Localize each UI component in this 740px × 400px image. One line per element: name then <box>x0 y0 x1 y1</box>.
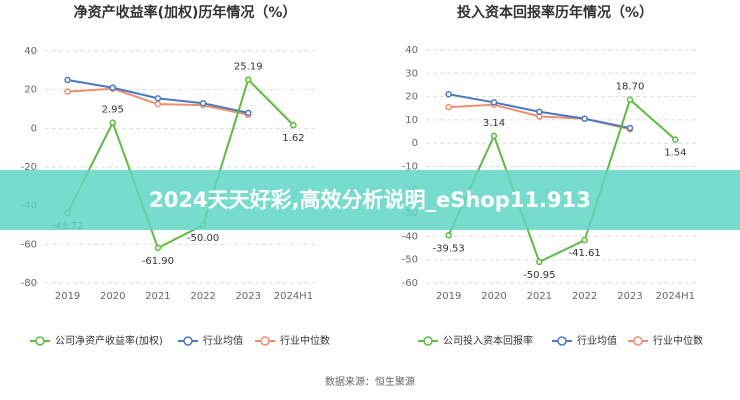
point <box>626 124 634 132</box>
data-label: -61.90 <box>142 256 174 267</box>
banner-bg <box>0 170 740 230</box>
y-tick-label: -80 <box>21 278 37 289</box>
x-tick-label: 2022 <box>572 291 597 302</box>
y-tick-label: -10 <box>402 162 418 173</box>
y-tick-label: 30 <box>405 68 418 79</box>
data-label: 3.14 <box>483 118 505 129</box>
source: 数据来源：恒生聚源 <box>325 375 415 388</box>
data-label: 25.19 <box>234 62 263 73</box>
data-label: 1.54 <box>664 148 686 159</box>
y-tick-label: 0 <box>31 123 37 134</box>
legend-marker <box>633 336 643 346</box>
x-tick-label: 2023 <box>236 291 261 302</box>
series-line <box>447 97 676 264</box>
point <box>64 88 71 95</box>
point <box>536 108 543 115</box>
point <box>154 100 162 108</box>
point <box>536 258 543 266</box>
point <box>626 96 634 103</box>
data-label: -41.61 <box>569 248 601 259</box>
y-tick-label: 0 <box>412 138 418 149</box>
point <box>154 244 162 252</box>
point <box>581 115 588 122</box>
legend-marker <box>260 336 270 346</box>
x-tick-label: 2022 <box>190 291 215 302</box>
point <box>490 99 498 106</box>
data-label: -50.95 <box>523 270 555 281</box>
data-label: 1.62 <box>282 133 304 144</box>
point <box>445 103 452 111</box>
legend-marker <box>557 336 567 346</box>
x-tick-label: 2021 <box>527 291 552 302</box>
y-tick-label: 40 <box>24 46 37 57</box>
legend-label: 行业中位数 <box>653 334 703 347</box>
point <box>490 132 498 140</box>
data-label: 2.95 <box>102 105 124 116</box>
legend-label: 公司净资产收益率(加权) <box>55 334 163 347</box>
x-tick-label: 2021 <box>145 291 170 302</box>
y-tick-label: -20 <box>21 162 37 173</box>
point <box>445 91 452 98</box>
x-tick-label: 2024H1 <box>656 291 695 302</box>
legend-marker <box>35 336 45 346</box>
data-label: -39.53 <box>433 243 465 254</box>
legend-label: 行业均值 <box>577 334 617 347</box>
y-tick-label: 10 <box>405 115 418 126</box>
data-label: -50.00 <box>187 233 219 244</box>
point <box>581 236 588 244</box>
y-tick-label: -50 <box>402 255 418 266</box>
y-tick-label: -60 <box>402 278 418 289</box>
legend-marker <box>183 336 193 346</box>
legend-label: 行业中位数 <box>280 334 330 347</box>
point <box>672 136 679 143</box>
x-tick-label: 2023 <box>617 291 642 302</box>
point <box>109 84 116 91</box>
chart-title: 投入资本回报率历年情况（%） <box>457 4 653 21</box>
point <box>245 109 252 117</box>
series-line <box>66 77 295 250</box>
y-tick-label: -60 <box>21 239 37 250</box>
x-tick-label: 2020 <box>100 291 125 302</box>
legend-label: 公司投入资本回报率 <box>443 334 533 347</box>
y-tick-label: -40 <box>402 231 418 242</box>
x-tick-label: 2024H1 <box>274 291 313 302</box>
banner-text: 2024天天好彩,高效分析说明_eShop11.913 <box>149 188 591 212</box>
point <box>245 76 252 83</box>
point <box>199 99 207 107</box>
point <box>64 76 71 84</box>
point <box>445 232 452 239</box>
point <box>109 119 116 126</box>
x-tick-label: 2019 <box>55 291 80 302</box>
point <box>154 95 162 102</box>
y-tick-label: 20 <box>405 92 418 103</box>
point <box>290 121 297 129</box>
legend-label: 行业均值 <box>203 334 243 347</box>
legend-marker <box>423 336 433 346</box>
y-tick-label: 20 <box>24 85 37 96</box>
y-tick-label: 40 <box>405 45 418 56</box>
x-tick-label: 2020 <box>481 291 506 302</box>
data-label: 18.70 <box>616 82 645 93</box>
chart-title: 净资产收益率(加权)历年情况（%） <box>74 4 297 21</box>
x-tick-label: 2019 <box>436 291 461 302</box>
